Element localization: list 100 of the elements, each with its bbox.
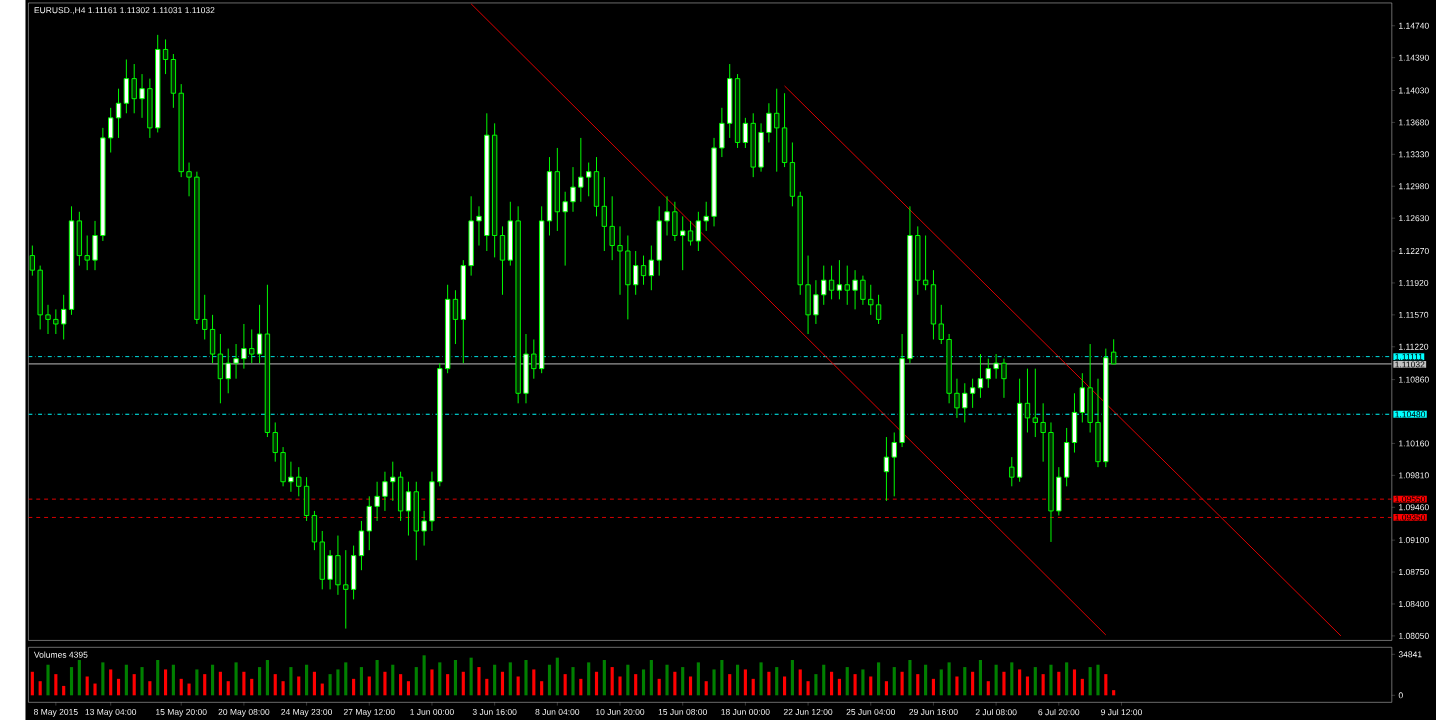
y-tick-label: 1.09460 — [1399, 504, 1429, 511]
bar — [352, 678, 356, 696]
bar — [798, 669, 802, 696]
bar — [869, 676, 873, 696]
candlestick — [648, 245, 655, 291]
bar — [265, 660, 269, 696]
bar — [908, 660, 912, 696]
candlestick — [680, 215, 686, 271]
bar — [1065, 662, 1069, 696]
candlestick — [249, 328, 255, 364]
bar — [994, 664, 998, 696]
candlestick — [1110, 338, 1117, 365]
y-tick-label: 1.14390 — [1399, 54, 1429, 61]
y-tick-label: 1.11570 — [1399, 311, 1429, 318]
bar — [438, 662, 442, 696]
chart-title: EURUSD.,H4 1.11161 1.11302 1.11031 1.11032 — [34, 7, 215, 15]
candlestick — [664, 195, 670, 236]
bar — [986, 681, 990, 696]
candlestick — [766, 102, 772, 143]
candlestick — [61, 294, 67, 340]
candlestick — [115, 88, 122, 139]
bar — [430, 669, 434, 696]
bar — [767, 671, 771, 696]
bar — [140, 667, 144, 696]
candlestick — [852, 269, 858, 310]
candlestick — [962, 382, 968, 423]
candlestick — [844, 265, 850, 306]
bar — [783, 676, 787, 696]
y-tick-label: 1.08750 — [1399, 569, 1429, 576]
bar — [226, 681, 230, 696]
bar — [1080, 678, 1084, 696]
bar — [861, 669, 865, 696]
bar — [955, 676, 959, 696]
candlestick — [570, 166, 576, 213]
bar — [446, 674, 450, 696]
y-tick-label: 1.09100 — [1399, 537, 1429, 544]
bar — [77, 660, 81, 696]
bar — [46, 664, 50, 696]
bar — [1033, 667, 1037, 696]
candlestick — [1040, 402, 1046, 463]
candlestick — [993, 353, 999, 380]
chart-title: Volumes 4395 — [33, 651, 88, 658]
bar — [877, 662, 881, 696]
candlestick — [617, 225, 623, 296]
bar — [837, 678, 841, 696]
bar — [524, 660, 528, 696]
bar — [759, 662, 763, 696]
candlestick — [405, 481, 412, 537]
x-tick-label: 10 Jun 20:00 — [596, 708, 645, 715]
bar — [179, 678, 183, 696]
bar — [367, 676, 371, 696]
bar — [477, 667, 481, 696]
y-tick-label: 1.14030 — [1399, 87, 1429, 94]
bar — [681, 667, 685, 696]
bar — [109, 669, 113, 696]
x-tick-label: 27 May 12:00 — [343, 708, 395, 717]
y-tick-label: 34841 — [1398, 651, 1422, 658]
x-tick-label: 1 Jun 00:00 — [410, 708, 454, 715]
y-tick-label: 0 — [1398, 692, 1403, 699]
bar — [587, 662, 591, 696]
bar — [336, 669, 340, 696]
y-tick-label: 1.09810 — [1399, 472, 1429, 479]
candlestick — [162, 38, 169, 75]
bar — [814, 674, 818, 696]
y-tick-label: 1.12630 — [1399, 215, 1429, 222]
bar — [704, 681, 708, 696]
x-tick-label: 8 May 2015 — [33, 708, 78, 717]
y-tick-label: 1.10860 — [1399, 376, 1429, 383]
x-tick-label: 29 Jun 16:00 — [909, 708, 958, 715]
candlestick — [860, 275, 866, 306]
bar — [728, 674, 732, 696]
candlestick — [84, 235, 90, 271]
bar — [163, 669, 168, 696]
candlestick — [695, 211, 702, 252]
bar — [696, 662, 700, 696]
bar — [900, 671, 904, 696]
bar — [1018, 669, 1022, 696]
candlestick — [836, 259, 843, 300]
candlestick — [202, 294, 208, 340]
x-tick-label: 6 Jul 20:00 — [1038, 708, 1080, 716]
bar — [132, 674, 136, 696]
bar — [124, 664, 128, 696]
bar — [626, 664, 630, 696]
candlestick — [29, 245, 36, 277]
ref-line-label: 1.09550 — [1395, 496, 1426, 503]
bar — [344, 662, 348, 696]
y-tick-label: 1.13330 — [1399, 151, 1429, 158]
bar — [830, 671, 834, 696]
candlestick — [742, 117, 749, 149]
candlestick — [985, 358, 991, 389]
ref-line-label: 1.11032 — [1395, 361, 1425, 368]
candlestick — [883, 436, 890, 502]
bar — [1057, 671, 1061, 696]
bar — [579, 678, 583, 696]
bar — [485, 678, 489, 696]
bar — [916, 674, 920, 696]
candlestick — [131, 63, 137, 114]
bar — [563, 674, 567, 696]
bar — [273, 674, 277, 696]
bar — [618, 676, 622, 696]
